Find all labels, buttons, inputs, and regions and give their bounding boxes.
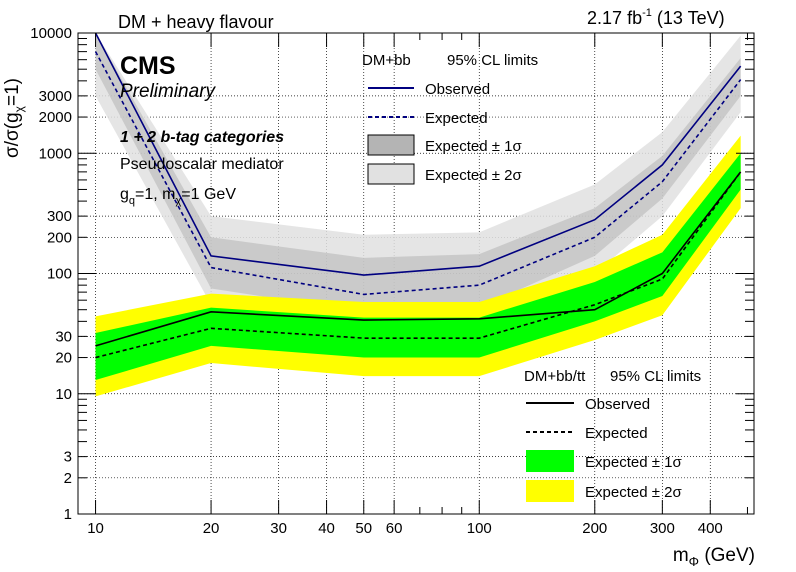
- legend-bbtt-1sigma-label: Expected ± 1σ: [585, 454, 682, 471]
- legend-bb-expected-label: Expected: [425, 110, 488, 127]
- x-tick-label: 30: [270, 520, 287, 537]
- legend-bb-2sigma-label: Expected ± 2σ: [425, 167, 522, 184]
- x-tick-label: 400: [698, 520, 723, 537]
- y-tick-label: 2: [64, 470, 72, 487]
- legend-bb-header-left: DM+bb: [362, 52, 411, 69]
- y-tick-label: 3000: [39, 88, 72, 105]
- legend-bb-1sigma-label: Expected ± 1σ: [425, 138, 522, 155]
- legend-bbtt-header-left: DM+bb/tt: [524, 368, 586, 385]
- y-tick-label: 200: [47, 229, 72, 246]
- y-tick-label: 30: [55, 328, 72, 345]
- lumi-unit: fb: [627, 8, 642, 28]
- line-dm-bb-observed: [94, 33, 742, 276]
- x-tick-label: 10: [87, 520, 104, 537]
- x-tick-label: 200: [582, 520, 607, 537]
- legend-bbtt-expected-label: Expected: [585, 425, 648, 442]
- legend-bb-2sigma-swatch: [367, 163, 415, 185]
- y-tick-label: 1000: [39, 145, 72, 162]
- y-tick-label: 2000: [39, 109, 72, 126]
- y-tick-label: 10: [55, 386, 72, 403]
- legend-bb-header-right: 95% CL limits: [447, 52, 538, 69]
- energy-label: (13 TeV): [657, 8, 725, 28]
- x-tick-label: 300: [650, 520, 675, 537]
- x-axis-title: mΦ (GeV): [673, 545, 755, 569]
- x-tick-label: 60: [386, 520, 403, 537]
- x-tick-label: 100: [467, 520, 492, 537]
- mediator-label: Pseudoscalar mediator: [120, 156, 284, 173]
- x-tick-label: 20: [203, 520, 220, 537]
- x-tick-label: 50: [355, 520, 372, 537]
- lines: [94, 33, 742, 359]
- x-tick-label: 40: [318, 520, 335, 537]
- y-tick-label: 1: [64, 506, 72, 523]
- legend-bb-observed-label: Observed: [425, 81, 490, 98]
- y-tick-label: 20: [55, 350, 72, 367]
- plot-title: DM + heavy flavour: [118, 12, 274, 32]
- line-dm-bb-tt-observed: [95, 171, 742, 347]
- line-dm-bb-tt-expected: [95, 171, 742, 359]
- y-tick-label: 100: [47, 266, 72, 283]
- lumi-value: 2.17: [587, 8, 622, 28]
- bands: [95, 33, 741, 397]
- axis-ticks: [77, 32, 754, 515]
- legend-bb-1sigma-swatch: [367, 134, 415, 156]
- y-tick-label: 300: [47, 208, 72, 225]
- preliminary-label: Preliminary: [120, 81, 217, 102]
- band-dm-bb-tt-expected-pm-1sigma: [95, 153, 741, 381]
- y-tick-label: 10000: [30, 25, 72, 42]
- legend-dm-bb: DM+bb 95% CL limits Observed Expected Ex…: [362, 52, 538, 185]
- band-dm-bb-expected-pm-1sigma: [95, 33, 741, 312]
- legend-bbtt-header-right: 95% CL limits: [610, 368, 701, 385]
- categories-label: 1 + 2 b-tag categories: [120, 129, 284, 146]
- legend-bbtt-observed-label: Observed: [585, 396, 650, 413]
- legend-bbtt-2sigma-label: Expected ± 2σ: [585, 484, 682, 501]
- luminosity-label: 2.17 fb-1 (13 TeV): [587, 7, 725, 28]
- legend-bbtt-1sigma-swatch: [526, 450, 574, 472]
- cms-label: CMS: [120, 52, 176, 80]
- legend-dm-bbtt: DM+bb/tt 95% CL limits Observed Expected…: [524, 368, 701, 502]
- y-tick-label: 3: [64, 449, 72, 466]
- y-axis-title: σ/σ(gχ=1): [2, 78, 26, 158]
- line-dm-bb-expected: [94, 51, 742, 296]
- couplings-label: gq=1, mχ=1 GeV: [120, 186, 236, 207]
- lumi-sup: -1: [642, 7, 652, 19]
- legend-bbtt-2sigma-swatch: [526, 480, 574, 502]
- axis-tick-labels: 10 20 30 40 50 60 100 200 300 400 1 2 3 10 20 30 100 200 3…: [30, 25, 723, 537]
